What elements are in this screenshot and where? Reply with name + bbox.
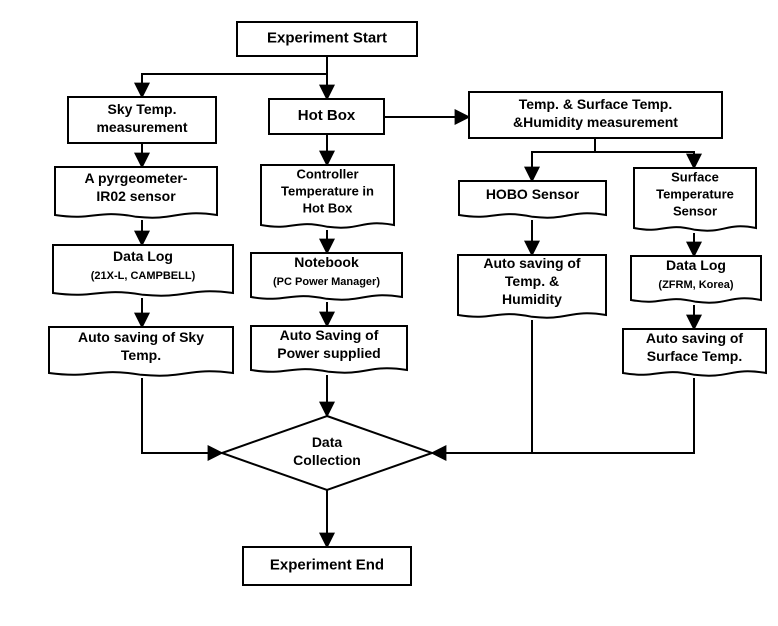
node-datalog2-line0: Data Log — [666, 257, 726, 273]
node-controller-line2: Hot Box — [303, 201, 354, 216]
node-pyrgeo-line1: IR02 sensor — [96, 188, 176, 204]
node-end-line0: Experiment End — [270, 556, 384, 573]
node-temp_surf-line0: Temp. & Surface Temp. — [519, 96, 673, 112]
node-datalog1-line1: (21X-L, CAMPBELL) — [91, 270, 196, 282]
nodes-layer: Experiment Start Sky Temp. measurement Hot … — [49, 22, 766, 585]
node-controller: Controller Temperature in Hot Box — [261, 165, 394, 228]
node-auto_temp_hum-line2: Humidity — [502, 291, 562, 307]
node-hotbox-line0: Hot Box — [298, 107, 356, 124]
node-sky: Sky Temp. measurement — [68, 97, 216, 143]
node-hotbox: Hot Box — [269, 99, 384, 134]
node-auto_temp_hum-line0: Auto saving of — [483, 255, 581, 271]
node-controller-line1: Temperature in — [281, 184, 374, 199]
node-auto_sky: Auto saving of Sky Temp. — [49, 327, 233, 376]
node-auto_temp_hum: Auto saving of Temp. & Humidity — [458, 255, 606, 318]
node-auto_surf-line0: Auto saving of — [646, 330, 744, 346]
node-notebook-line1: (PC Power Manager) — [273, 276, 380, 288]
node-auto_sky-line1: Temp. — [121, 347, 161, 363]
node-auto_surf-line1: Surface Temp. — [647, 348, 742, 364]
edge-1 — [142, 74, 327, 97]
node-hobo: HOBO Sensor — [459, 181, 606, 218]
node-surf_sensor: Surface Temperature Sensor — [634, 168, 756, 231]
node-end: Experiment End — [243, 547, 411, 585]
node-auto_power-line1: Power supplied — [277, 345, 380, 361]
edge-15 — [142, 378, 222, 453]
node-surf_sensor-line2: Sensor — [673, 204, 717, 219]
node-collect-line1: Collection — [293, 452, 361, 468]
node-pyrgeo-line0: A pyrgeometer- — [85, 170, 188, 186]
node-datalog2: Data Log (ZFRM, Korea) — [631, 256, 761, 303]
edge-16 — [432, 320, 532, 453]
node-surf_sensor-line1: Temperature — [656, 187, 734, 202]
node-temp_surf: Temp. & Surface Temp. &Humidity measureme… — [469, 92, 722, 138]
node-auto_power: Auto Saving of Power supplied — [251, 326, 407, 373]
edge-17 — [532, 378, 694, 453]
node-auto_sky-line0: Auto saving of Sky — [78, 329, 204, 345]
node-notebook: Notebook (PC Power Manager) — [251, 253, 402, 300]
node-datalog1-line0: Data Log — [113, 248, 173, 264]
node-pyrgeo: A pyrgeometer- IR02 sensor — [55, 167, 217, 218]
node-collect: Data Collection — [222, 416, 432, 490]
node-start: Experiment Start — [237, 22, 417, 56]
node-surf_sensor-line0: Surface — [671, 170, 719, 185]
node-sky-line1: measurement — [96, 119, 187, 135]
node-datalog1: Data Log (21X-L, CAMPBELL) — [53, 245, 233, 296]
node-auto_power-line0: Auto Saving of — [280, 327, 379, 343]
node-auto_surf: Auto saving of Surface Temp. — [623, 329, 766, 376]
edge-10 — [595, 138, 694, 168]
node-notebook-line0: Notebook — [294, 254, 359, 270]
node-sky-line0: Sky Temp. — [108, 101, 177, 117]
node-hobo-line0: HOBO Sensor — [486, 186, 580, 202]
node-controller-line0: Controller — [296, 167, 358, 182]
node-collect-line0: Data — [312, 434, 343, 450]
edge-9 — [532, 138, 595, 181]
node-start-line0: Experiment Start — [267, 29, 387, 46]
node-auto_temp_hum-line1: Temp. & — [505, 273, 559, 289]
node-datalog2-line1: (ZFRM, Korea) — [658, 279, 734, 291]
node-temp_surf-line1: &Humidity measurement — [513, 114, 678, 130]
